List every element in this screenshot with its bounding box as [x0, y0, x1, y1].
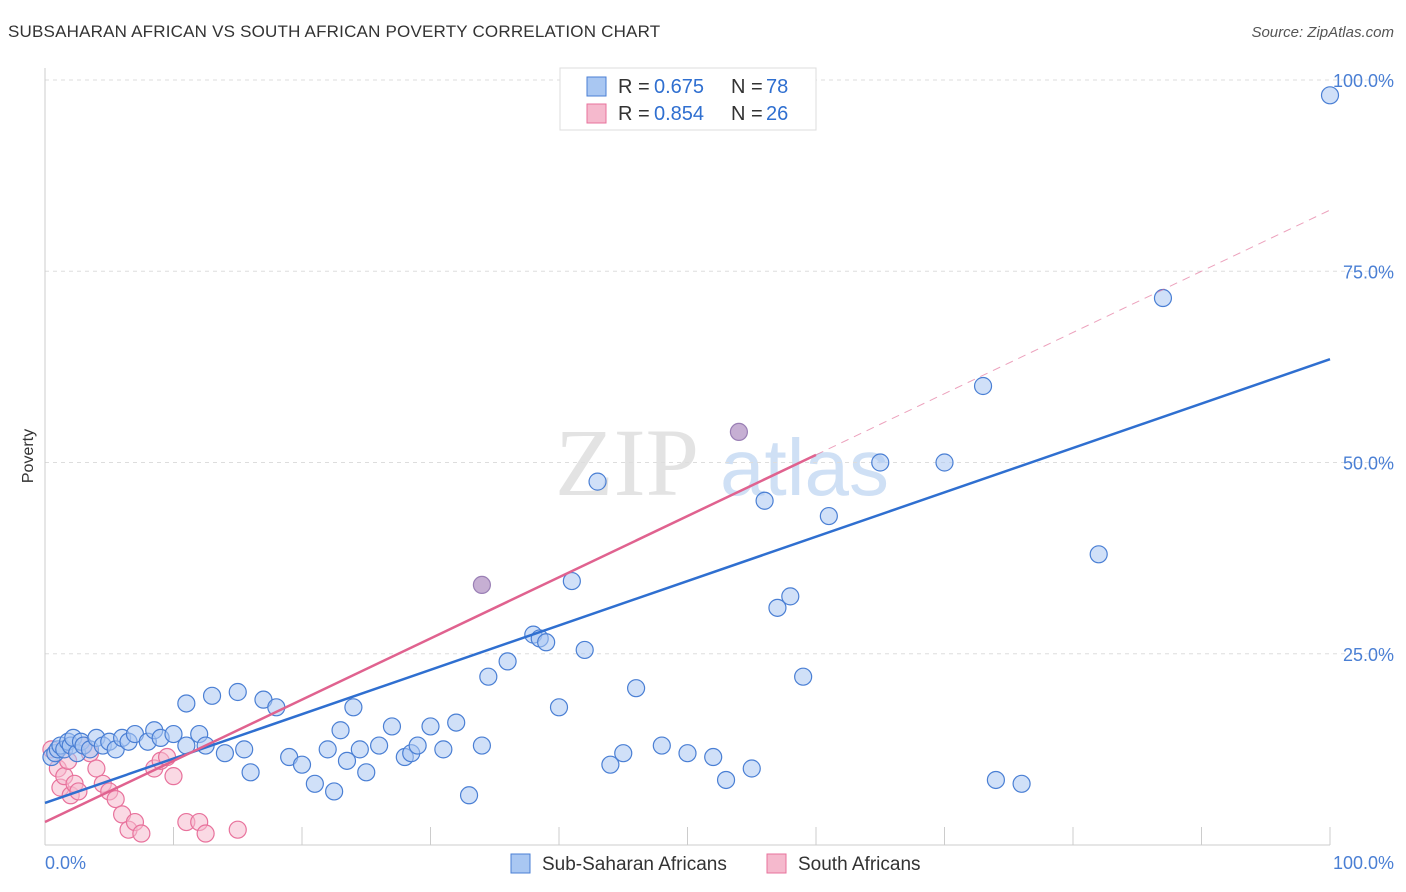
sub-saharan-point: [177, 694, 196, 713]
sub-saharan-point: [755, 491, 774, 510]
y-tick-label-25: 25.0%: [1343, 645, 1394, 665]
sub-saharan-point: [549, 698, 569, 717]
legend-blue-r-value: 0.675: [654, 76, 704, 98]
south-africans-point: [87, 759, 106, 778]
x-ticks: [173, 827, 1331, 845]
sub-saharan-point: [716, 770, 736, 790]
trend-lines: [44, 209, 1331, 824]
sub-saharan-point: [601, 755, 620, 774]
x-tick-label-0: 0.0%: [45, 853, 86, 873]
bottom-legend-swatch-pink: [766, 853, 787, 874]
sub-saharan-point: [479, 667, 498, 686]
sub-saharan-point: [370, 736, 389, 755]
chart-source: Source: ZipAtlas.com: [1251, 24, 1394, 41]
sub-saharan-point: [350, 740, 369, 759]
sub-saharan-point: [562, 571, 581, 591]
sub-saharan-point: [305, 774, 324, 793]
sub-saharan-point: [421, 717, 440, 736]
bottom-legend: Sub-Saharan Africans South Africans: [510, 853, 921, 875]
south-africans-point: [132, 824, 151, 843]
sub-saharan-point: [678, 744, 697, 763]
overlap-point: [729, 422, 749, 441]
sub-saharan-point: [614, 744, 633, 763]
legend-blue-n-label: N =: [731, 76, 763, 98]
y-tick-label-100: 100.0%: [1333, 71, 1394, 91]
y-axis-label: Poverty: [20, 429, 37, 483]
sub-saharan-point: [819, 506, 838, 526]
legend-blue-r-label: R =: [618, 76, 650, 98]
y-tick-label-50: 50.0%: [1343, 454, 1394, 474]
chart-title: SUBSAHARAN AFRICAN VS SOUTH AFRICAN POVE…: [8, 22, 661, 41]
legend-pink-n-value: 26: [766, 103, 788, 125]
sub-saharan-point: [1089, 545, 1108, 564]
bottom-legend-label-pink: South Africans: [798, 854, 921, 875]
sub-saharan-point: [588, 472, 607, 491]
sub-saharan-point: [344, 698, 363, 717]
watermark-atlas: atlas: [720, 423, 889, 512]
sub-saharan-point: [331, 721, 350, 740]
sub-saharan-point: [652, 736, 671, 755]
sub-saharan-point: [1153, 288, 1173, 308]
sub-saharan-point: [704, 747, 723, 767]
sub-saharan-point: [382, 717, 402, 736]
legend-pink-n-label: N =: [731, 103, 763, 125]
series-sub-saharan-africans-points: [42, 86, 1340, 805]
sub-saharan-point: [202, 686, 222, 705]
sub-saharan-point: [447, 713, 466, 732]
legend-swatch-pink: [586, 103, 607, 124]
sub-saharan-point: [1320, 86, 1340, 105]
sub-saharan-point: [973, 376, 993, 396]
sub-saharan-point: [626, 679, 646, 698]
sub-saharan-point: [459, 786, 479, 805]
top-legend: R = 0.675 N = 78 R = 0.854 N = 26: [559, 67, 817, 131]
trend-line-sub-saharan: [44, 358, 1331, 805]
legend-pink-r-label: R =: [618, 103, 650, 125]
sub-saharan-point: [1012, 774, 1031, 793]
south-africans-point: [228, 820, 247, 839]
south-africans-point: [164, 767, 183, 786]
sub-saharan-point: [337, 751, 357, 770]
y-tick-label-75: 75.0%: [1343, 262, 1394, 282]
x-tick-label-100: 100.0%: [1333, 853, 1394, 873]
sub-saharan-point: [781, 587, 800, 606]
sub-saharan-point: [235, 740, 254, 759]
sub-saharan-point: [871, 453, 890, 472]
sub-saharan-point: [537, 633, 556, 652]
sub-saharan-point: [164, 724, 183, 744]
overlap-point: [472, 575, 491, 595]
sub-saharan-point: [215, 744, 234, 763]
trend-line-south-africans-extension: [815, 209, 1331, 456]
legend-blue-n-value: 78: [766, 76, 788, 98]
bottom-legend-swatch-blue: [510, 853, 531, 874]
legend-pink-r-value: 0.854: [654, 103, 704, 125]
trend-line-south-africans: [44, 453, 817, 824]
sub-saharan-point: [472, 736, 491, 755]
sub-saharan-point: [241, 763, 260, 782]
sub-saharan-point: [768, 598, 787, 617]
sub-saharan-point: [498, 652, 517, 671]
sub-saharan-point: [794, 667, 813, 686]
sub-saharan-point: [575, 640, 594, 660]
sub-saharan-point: [357, 763, 376, 782]
sub-saharan-point: [935, 453, 954, 472]
sub-saharan-point: [318, 740, 337, 759]
sub-saharan-point: [408, 736, 427, 755]
bottom-legend-label-blue: Sub-Saharan Africans: [542, 854, 727, 875]
south-africans-point: [196, 824, 215, 843]
sub-saharan-point: [228, 682, 247, 702]
sub-saharan-point: [434, 740, 453, 759]
legend-swatch-blue: [586, 76, 607, 97]
grid: [45, 79, 1394, 655]
sub-saharan-point: [325, 782, 344, 801]
sub-saharan-point: [292, 755, 312, 774]
south-africans-point: [106, 789, 125, 809]
sub-saharan-point: [986, 770, 1006, 790]
watermark-zip: ZIP: [555, 409, 699, 516]
sub-saharan-point: [742, 759, 761, 778]
